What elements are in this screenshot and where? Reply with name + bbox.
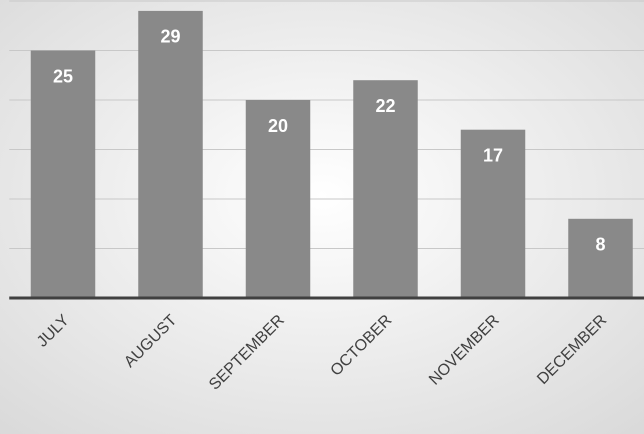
bar bbox=[245, 100, 311, 298]
value-label: 25 bbox=[53, 66, 73, 86]
bar bbox=[460, 129, 526, 298]
value-label: 17 bbox=[483, 145, 503, 165]
bar bbox=[353, 80, 418, 298]
bar bbox=[30, 50, 96, 298]
value-label: 22 bbox=[375, 96, 395, 116]
bar bbox=[138, 10, 203, 299]
bar bbox=[568, 218, 633, 298]
value-label: 20 bbox=[268, 116, 288, 136]
value-label: 8 bbox=[595, 235, 605, 255]
value-label: 29 bbox=[160, 27, 180, 47]
